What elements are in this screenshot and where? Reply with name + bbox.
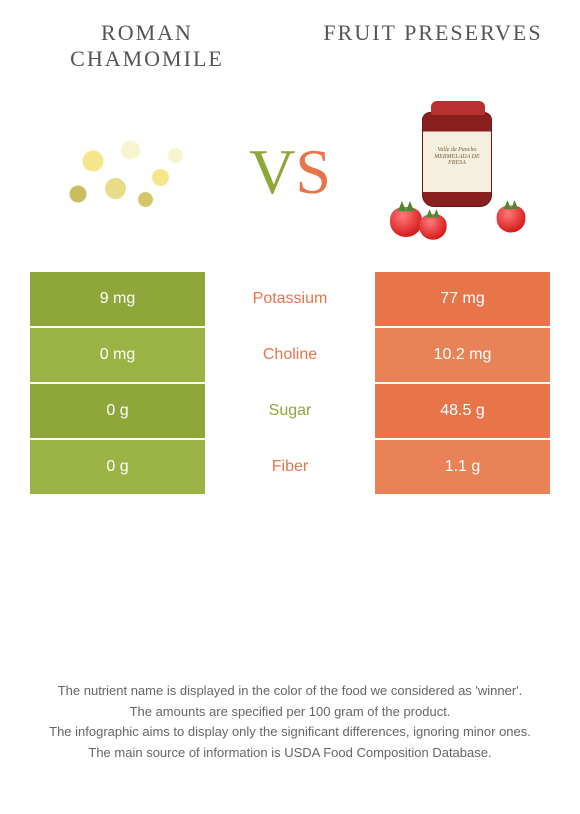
right-value: 10.2 mg: [375, 328, 550, 382]
footer-line-2: The amounts are specified per 100 gram o…: [30, 702, 550, 723]
vs-label: VS: [249, 135, 331, 209]
left-value: 9 mg: [30, 272, 205, 326]
footer-line-4: The main source of information is USDA F…: [30, 743, 550, 764]
nutrient-table: 9 mgPotassium77 mg0 mgCholine10.2 mg0 gS…: [30, 272, 550, 496]
nutrient-name: Sugar: [205, 384, 375, 438]
right-food-title: FRUIT PRESERVES: [316, 20, 550, 72]
vs-v: V: [249, 136, 295, 207]
nutrient-row: 0 gFiber1.1 g: [30, 440, 550, 496]
nutrient-name: Fiber: [205, 440, 375, 494]
footer-notes: The nutrient name is displayed in the co…: [0, 681, 580, 764]
left-food-image: [43, 102, 203, 242]
left-value: 0 g: [30, 440, 205, 494]
nutrient-row: 9 mgPotassium77 mg: [30, 272, 550, 328]
footer-line-1: The nutrient name is displayed in the co…: [30, 681, 550, 702]
images-row: VS Valle de Pancho MERMELADA DE FRESA: [0, 82, 580, 272]
nutrient-name: Choline: [205, 328, 375, 382]
right-value: 1.1 g: [375, 440, 550, 494]
nutrient-row: 0 gSugar48.5 g: [30, 384, 550, 440]
left-food-title: ROMAN CHAMOMILE: [30, 20, 264, 72]
right-food-image: Valle de Pancho MERMELADA DE FRESA: [377, 102, 537, 242]
chamomile-illustration: [48, 117, 198, 227]
left-value: 0 g: [30, 384, 205, 438]
nutrient-name: Potassium: [205, 272, 375, 326]
right-value: 77 mg: [375, 272, 550, 326]
jar-label: Valle de Pancho MERMELADA DE FRESA: [429, 143, 485, 183]
nutrient-row: 0 mgCholine10.2 mg: [30, 328, 550, 384]
vs-s: S: [295, 136, 331, 207]
right-value: 48.5 g: [375, 384, 550, 438]
left-value: 0 mg: [30, 328, 205, 382]
footer-line-3: The infographic aims to display only the…: [30, 722, 550, 743]
jar-illustration: Valle de Pancho MERMELADA DE FRESA: [382, 102, 532, 242]
